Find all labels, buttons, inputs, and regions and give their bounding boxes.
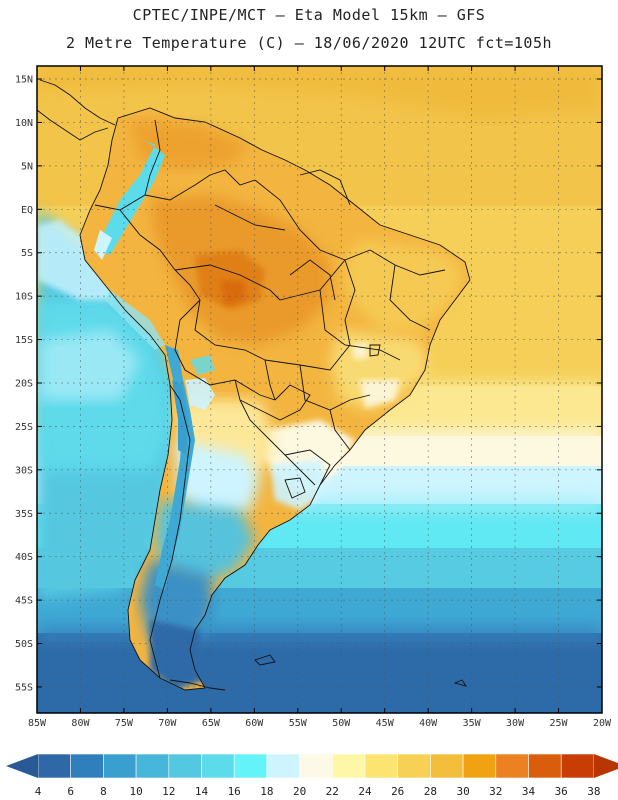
colorbar-boxes: [37, 753, 595, 779]
longitude-label: 80W: [71, 718, 90, 729]
longitude-label: 85W: [28, 718, 47, 729]
temperature-map: 15N 10N 5N EQ 5S 10S 15S 20S 25S 30S 35S 40S 45S 50S 5…: [15, 65, 612, 729]
colorbar-low-arrow: [6, 754, 38, 778]
longitude-label: 40W: [419, 718, 438, 729]
colorbar-label: 30: [456, 785, 469, 798]
colorbar-swatch: [168, 753, 202, 779]
latitude-label: 10S: [15, 292, 33, 303]
colorbar-swatch: [233, 753, 268, 779]
colorbar-label: 10: [129, 785, 142, 798]
colorbar-label: 32: [489, 785, 502, 798]
colorbar-swatch: [462, 753, 497, 779]
axis-ticks: [36, 66, 603, 713]
colorbar-high-arrow: [593, 754, 618, 778]
map-title-line1: CPTEC/INPE/MCT – Eta Model 15km – GFS: [132, 6, 486, 24]
latitude-label: 20S: [15, 378, 33, 389]
longitude-label: 20W: [593, 718, 612, 729]
colorbar-label: 12: [162, 785, 175, 798]
colorbar: 4 6 8 10 12 14 16 18 20 22 24 26 28 30 32 34 36 38: [6, 753, 618, 798]
colorbar-label: 26: [391, 785, 404, 798]
latitude-label: 30S: [15, 465, 33, 476]
andes-cold-ridge: [98, 140, 165, 255]
latitude-label: 5N: [21, 161, 33, 172]
colorbar-swatch: [70, 753, 104, 779]
colorbar-label: 34: [522, 785, 536, 798]
colorbar-swatch: [103, 753, 137, 779]
colorbar-label: 16: [228, 785, 241, 798]
country-borders: [37, 79, 471, 691]
latitude-label: EQ: [21, 205, 33, 216]
longitude-label: 50W: [332, 718, 351, 729]
latitude-labels: 15N 10N 5N EQ 5S 10S 15S 20S 25S 30S 35S 40S 45S 50S 5…: [15, 75, 33, 694]
longitude-label: 45W: [376, 718, 395, 729]
graticule: [37, 66, 602, 713]
colorbar-swatch: [560, 753, 595, 779]
colorbar-label: 22: [326, 785, 339, 798]
colorbar-swatch: [364, 753, 399, 779]
colorbar-swatch: [528, 753, 562, 779]
longitude-label: 65W: [202, 718, 221, 729]
ocean-band-6: [37, 633, 602, 713]
longitude-label: 30W: [506, 718, 525, 729]
map-title-line2: 2 Metre Temperature (C) – 18/06/2020 12U…: [65, 34, 553, 52]
latitude-label: 25S: [15, 422, 33, 433]
latitude-label: 10N: [15, 118, 33, 129]
longitude-label: 60W: [245, 718, 264, 729]
colorbar-swatch: [430, 753, 464, 779]
colorbar-swatch: [266, 753, 300, 779]
longitude-label: 75W: [115, 718, 134, 729]
temperature-field: [37, 66, 602, 713]
colorbar-swatch: [331, 753, 366, 779]
latitude-label: 15N: [15, 75, 33, 86]
latitude-label: 15S: [15, 335, 33, 346]
colorbar-label: 28: [424, 785, 437, 798]
map-frame: [36, 65, 603, 714]
latitude-label: 5S: [21, 248, 33, 259]
colorbar-label: 18: [260, 785, 273, 798]
colorbar-label: 20: [293, 785, 306, 798]
colorbar-swatch: [299, 753, 333, 779]
colorbar-label: 14: [195, 785, 209, 798]
colorbar-label: 4: [35, 785, 42, 798]
colorbar-swatch: [397, 753, 431, 779]
longitude-label: 25W: [550, 718, 569, 729]
colorbar-swatch: [495, 753, 529, 779]
colorbar-label: 36: [555, 785, 568, 798]
colorbar-label: 24: [358, 785, 372, 798]
longitude-labels: 85W 80W 75W 70W 65W 60W 55W 50W 45W 40W 35W 30W 25W 2…: [28, 718, 612, 729]
latitude-label: 45S: [15, 596, 33, 607]
colorbar-labels: 4 6 8 10 12 14 16 18 20 22 24 26 28 30 32 34 36 38: [35, 785, 601, 798]
latitude-label: 50S: [15, 639, 33, 650]
longitude-label: 55W: [289, 718, 308, 729]
latitude-label: 55S: [15, 682, 33, 693]
longitude-label: 70W: [158, 718, 177, 729]
latitude-label: 40S: [15, 552, 33, 563]
longitude-label: 35W: [463, 718, 482, 729]
colorbar-swatch: [135, 753, 170, 779]
latitude-label: 35S: [15, 509, 33, 520]
colorbar-label: 38: [587, 785, 600, 798]
colorbar-swatch: [201, 753, 235, 779]
colorbar-label: 8: [100, 785, 107, 798]
colorbar-label: 6: [67, 785, 74, 798]
colorbar-swatch: [37, 753, 72, 779]
